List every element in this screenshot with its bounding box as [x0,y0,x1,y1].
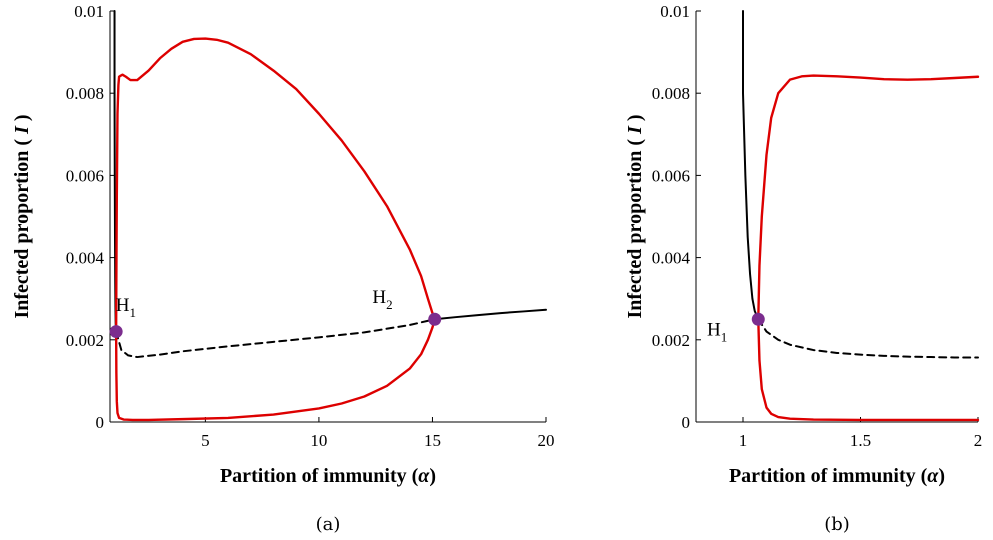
y-tick-label-b: 0 [682,413,691,432]
x-axis-title-b: Partition of immunity (α) [729,465,945,487]
series-stable-equilibrium-b-0 [742,10,760,321]
x-tick-label-b: 1 [739,431,748,450]
x-axis-title-a: Partition of immunity (α) [220,465,436,487]
series-periodic-orbit-extrema-b-0 [757,74,980,321]
x-tick-label-a: 5 [201,431,210,450]
y-axis-title-b: Infected proportion ( I ) [624,114,646,318]
y-tick-label-a: 0.006 [66,166,104,185]
hopf-label-H2-a: H2 [372,287,392,312]
hopf-point-H2-a [428,312,442,326]
panel-caption-a: (a) [316,514,341,535]
y-tick-label-a: 0 [96,413,105,432]
y-tick-label-a: 0.008 [66,84,104,103]
series-periodic-orbit-extrema-b-1 [757,318,980,422]
hopf-label-H1-a: H1 [116,295,136,320]
x-tick-label-a: 20 [538,431,555,450]
x-tick-label-a: 10 [310,431,327,450]
panel-a: 0 0.002 0.004 0.006 0.008 0.01 5 10 15 20 H1 H2 Part… [11,2,555,535]
panel-b: 0 0.002 0.004 0.006 0.008 0.01 1 1.5 2 H1 Partitio… [624,2,982,535]
series-unstable-equilibrium-a-0 [115,318,436,359]
series-stable-equilibrium-a-1 [433,308,547,321]
series-periodic-orbit-extrema-a-0 [114,37,436,333]
y-tick-label-b: 0.002 [652,331,690,350]
y-tick-label-b: 0.008 [652,84,690,103]
y-tick-label-a: 0.004 [66,249,105,268]
y-tick-label-a: 0.01 [74,2,104,21]
panel-caption-b: (b) [824,514,850,535]
series-periodic-orbit-extrema-a-1 [114,318,436,422]
y-tick-label-b: 0.004 [652,249,691,268]
y-tick-label-a: 0.002 [66,331,104,350]
hopf-point-H1-a [109,325,123,339]
x-tick-label-a: 15 [424,431,441,450]
series-unstable-equilibrium-b-0 [757,318,979,359]
x-tick-label-b: 1.5 [850,431,871,450]
hopf-label-H1-b: H1 [707,320,727,345]
y-tick-label-b: 0.01 [660,2,690,21]
y-tick-label-b: 0.006 [652,166,690,185]
y-axis-title-a: Infected proportion ( I ) [11,114,33,318]
hopf-point-H1-b [751,312,765,326]
x-tick-label-b: 2 [974,431,983,450]
